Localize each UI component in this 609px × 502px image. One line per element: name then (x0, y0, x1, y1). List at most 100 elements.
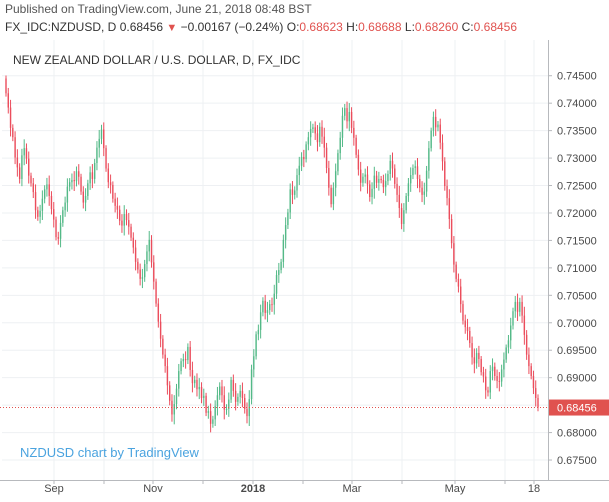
candle-body (491, 366, 494, 372)
candle-body (321, 126, 323, 137)
candle-body (485, 376, 487, 391)
candle-body (510, 325, 512, 341)
candle-body (219, 386, 221, 396)
y-tick-label: 0.67500 (557, 455, 597, 467)
candle-body (153, 262, 155, 282)
candle-body (14, 137, 16, 158)
candle-body (228, 399, 230, 409)
candle-body (284, 225, 287, 240)
candle-body (246, 408, 248, 417)
candle-body (307, 137, 310, 145)
candle-body (371, 188, 373, 198)
candle-body (257, 329, 260, 335)
candle-body (223, 395, 225, 410)
last-price: 0.68456 (119, 20, 164, 34)
candle-body (530, 366, 532, 377)
candle-body (87, 183, 89, 196)
candle-body (437, 124, 439, 128)
low-value: 0.68260 (414, 20, 459, 34)
candle-body (280, 261, 282, 271)
candle-body (68, 182, 71, 187)
candle-body (25, 148, 28, 159)
price-chart[interactable]: 0.675000.680000.685000.690000.695000.700… (0, 40, 609, 502)
candle-body (121, 220, 123, 226)
candle-body (230, 379, 232, 400)
candle-body (319, 126, 321, 143)
candle-body (339, 137, 341, 154)
candle-body (444, 161, 446, 187)
candle-body (123, 214, 125, 226)
candle-body (469, 331, 471, 344)
candle-body (182, 359, 185, 362)
candle-body (80, 176, 82, 192)
candle-body (266, 310, 269, 313)
triangle-down-icon: ▼ (166, 22, 178, 34)
candle-body (212, 419, 214, 424)
candle-body (96, 147, 98, 164)
candle-body (334, 171, 337, 188)
candle-body (207, 411, 210, 413)
candle-body (53, 209, 55, 220)
candle-body (203, 395, 205, 398)
candle-body (37, 210, 39, 217)
candle-body (337, 153, 339, 172)
candle-body (523, 315, 526, 335)
y-tick-label: 0.71000 (557, 263, 597, 275)
tradingview-watermark-link[interactable]: NZDUSD chart by TradingView (20, 445, 199, 460)
candle-body (394, 168, 396, 184)
candle-body (162, 338, 164, 355)
candle-body (255, 334, 257, 357)
candle-body (348, 111, 351, 122)
candle-body (39, 210, 41, 217)
candle-body (262, 300, 264, 313)
candle-body (9, 107, 12, 128)
chart-area[interactable]: 0.675000.680000.685000.690000.695000.700… (0, 40, 609, 502)
published-note: Published on TradingView.com, June 21, 2… (5, 2, 312, 16)
candle-body (271, 304, 273, 306)
candle-body (28, 158, 30, 176)
candle-body (41, 198, 44, 211)
candle-body (300, 156, 303, 166)
candle-body (82, 191, 85, 203)
candle-body (373, 175, 376, 189)
candle-body (259, 312, 262, 330)
candle-body (346, 108, 348, 122)
candle-body (507, 340, 510, 348)
candle-body (278, 270, 280, 276)
candle-body (187, 346, 189, 361)
candle-body (480, 359, 482, 373)
candle-body (237, 396, 239, 402)
candle-body (459, 286, 462, 305)
candle-body (466, 327, 469, 332)
candle-body (234, 390, 237, 402)
candle-body (178, 371, 180, 389)
candle-body (105, 148, 107, 169)
candle-body (221, 386, 223, 396)
candle-body (23, 148, 25, 156)
candle-body (430, 130, 432, 149)
candle-body (291, 189, 294, 195)
candle-body (175, 388, 178, 405)
candle-body (450, 219, 453, 244)
candle-body (353, 127, 355, 138)
candle-body (89, 172, 91, 184)
candle-body (139, 269, 141, 279)
x-tick-label: May (445, 483, 466, 495)
candle-body (16, 157, 19, 168)
candle-body (423, 191, 426, 195)
candle-body (362, 176, 364, 183)
candle-body (323, 136, 325, 148)
candle-body (389, 160, 391, 174)
candle-body (180, 361, 182, 372)
candle-body (232, 379, 235, 391)
candle-body (355, 137, 357, 155)
candle-body (118, 209, 121, 221)
candle-body (350, 111, 353, 128)
y-tick-label: 0.69500 (557, 345, 597, 357)
candle-body (341, 115, 344, 138)
candle-body (57, 237, 59, 239)
candle-body (12, 127, 14, 138)
candle-body (200, 387, 203, 398)
last-price-label: 0.68456 (557, 403, 597, 415)
y-tick-label: 0.69000 (557, 373, 597, 385)
